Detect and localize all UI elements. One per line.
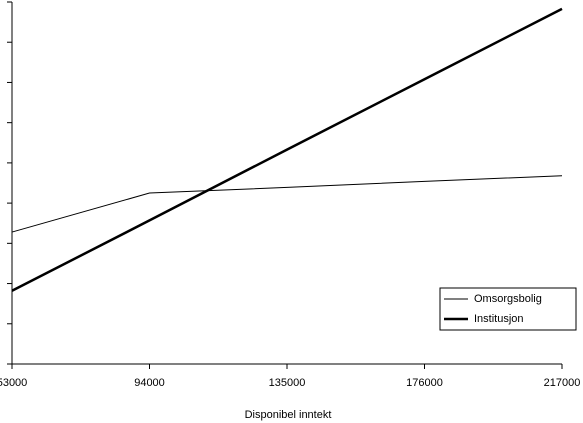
legend-label: Institusjon <box>474 313 524 325</box>
series-line <box>11 175 563 233</box>
legend-label: Omsorgsbolig <box>474 293 542 305</box>
legend-box <box>439 287 577 331</box>
x-axis-label: Disponibel inntekt <box>245 409 332 421</box>
legend: Omsorgsbolig Institusjon <box>439 287 577 331</box>
series-line <box>11 7 563 292</box>
x-tick-label: 217000 <box>544 377 581 389</box>
x-tick-label: 53000 <box>0 377 27 389</box>
x-tick-label: 176000 <box>406 377 443 389</box>
x-tick-label: 135000 <box>269 377 306 389</box>
x-tick-label: 94000 <box>134 377 165 389</box>
